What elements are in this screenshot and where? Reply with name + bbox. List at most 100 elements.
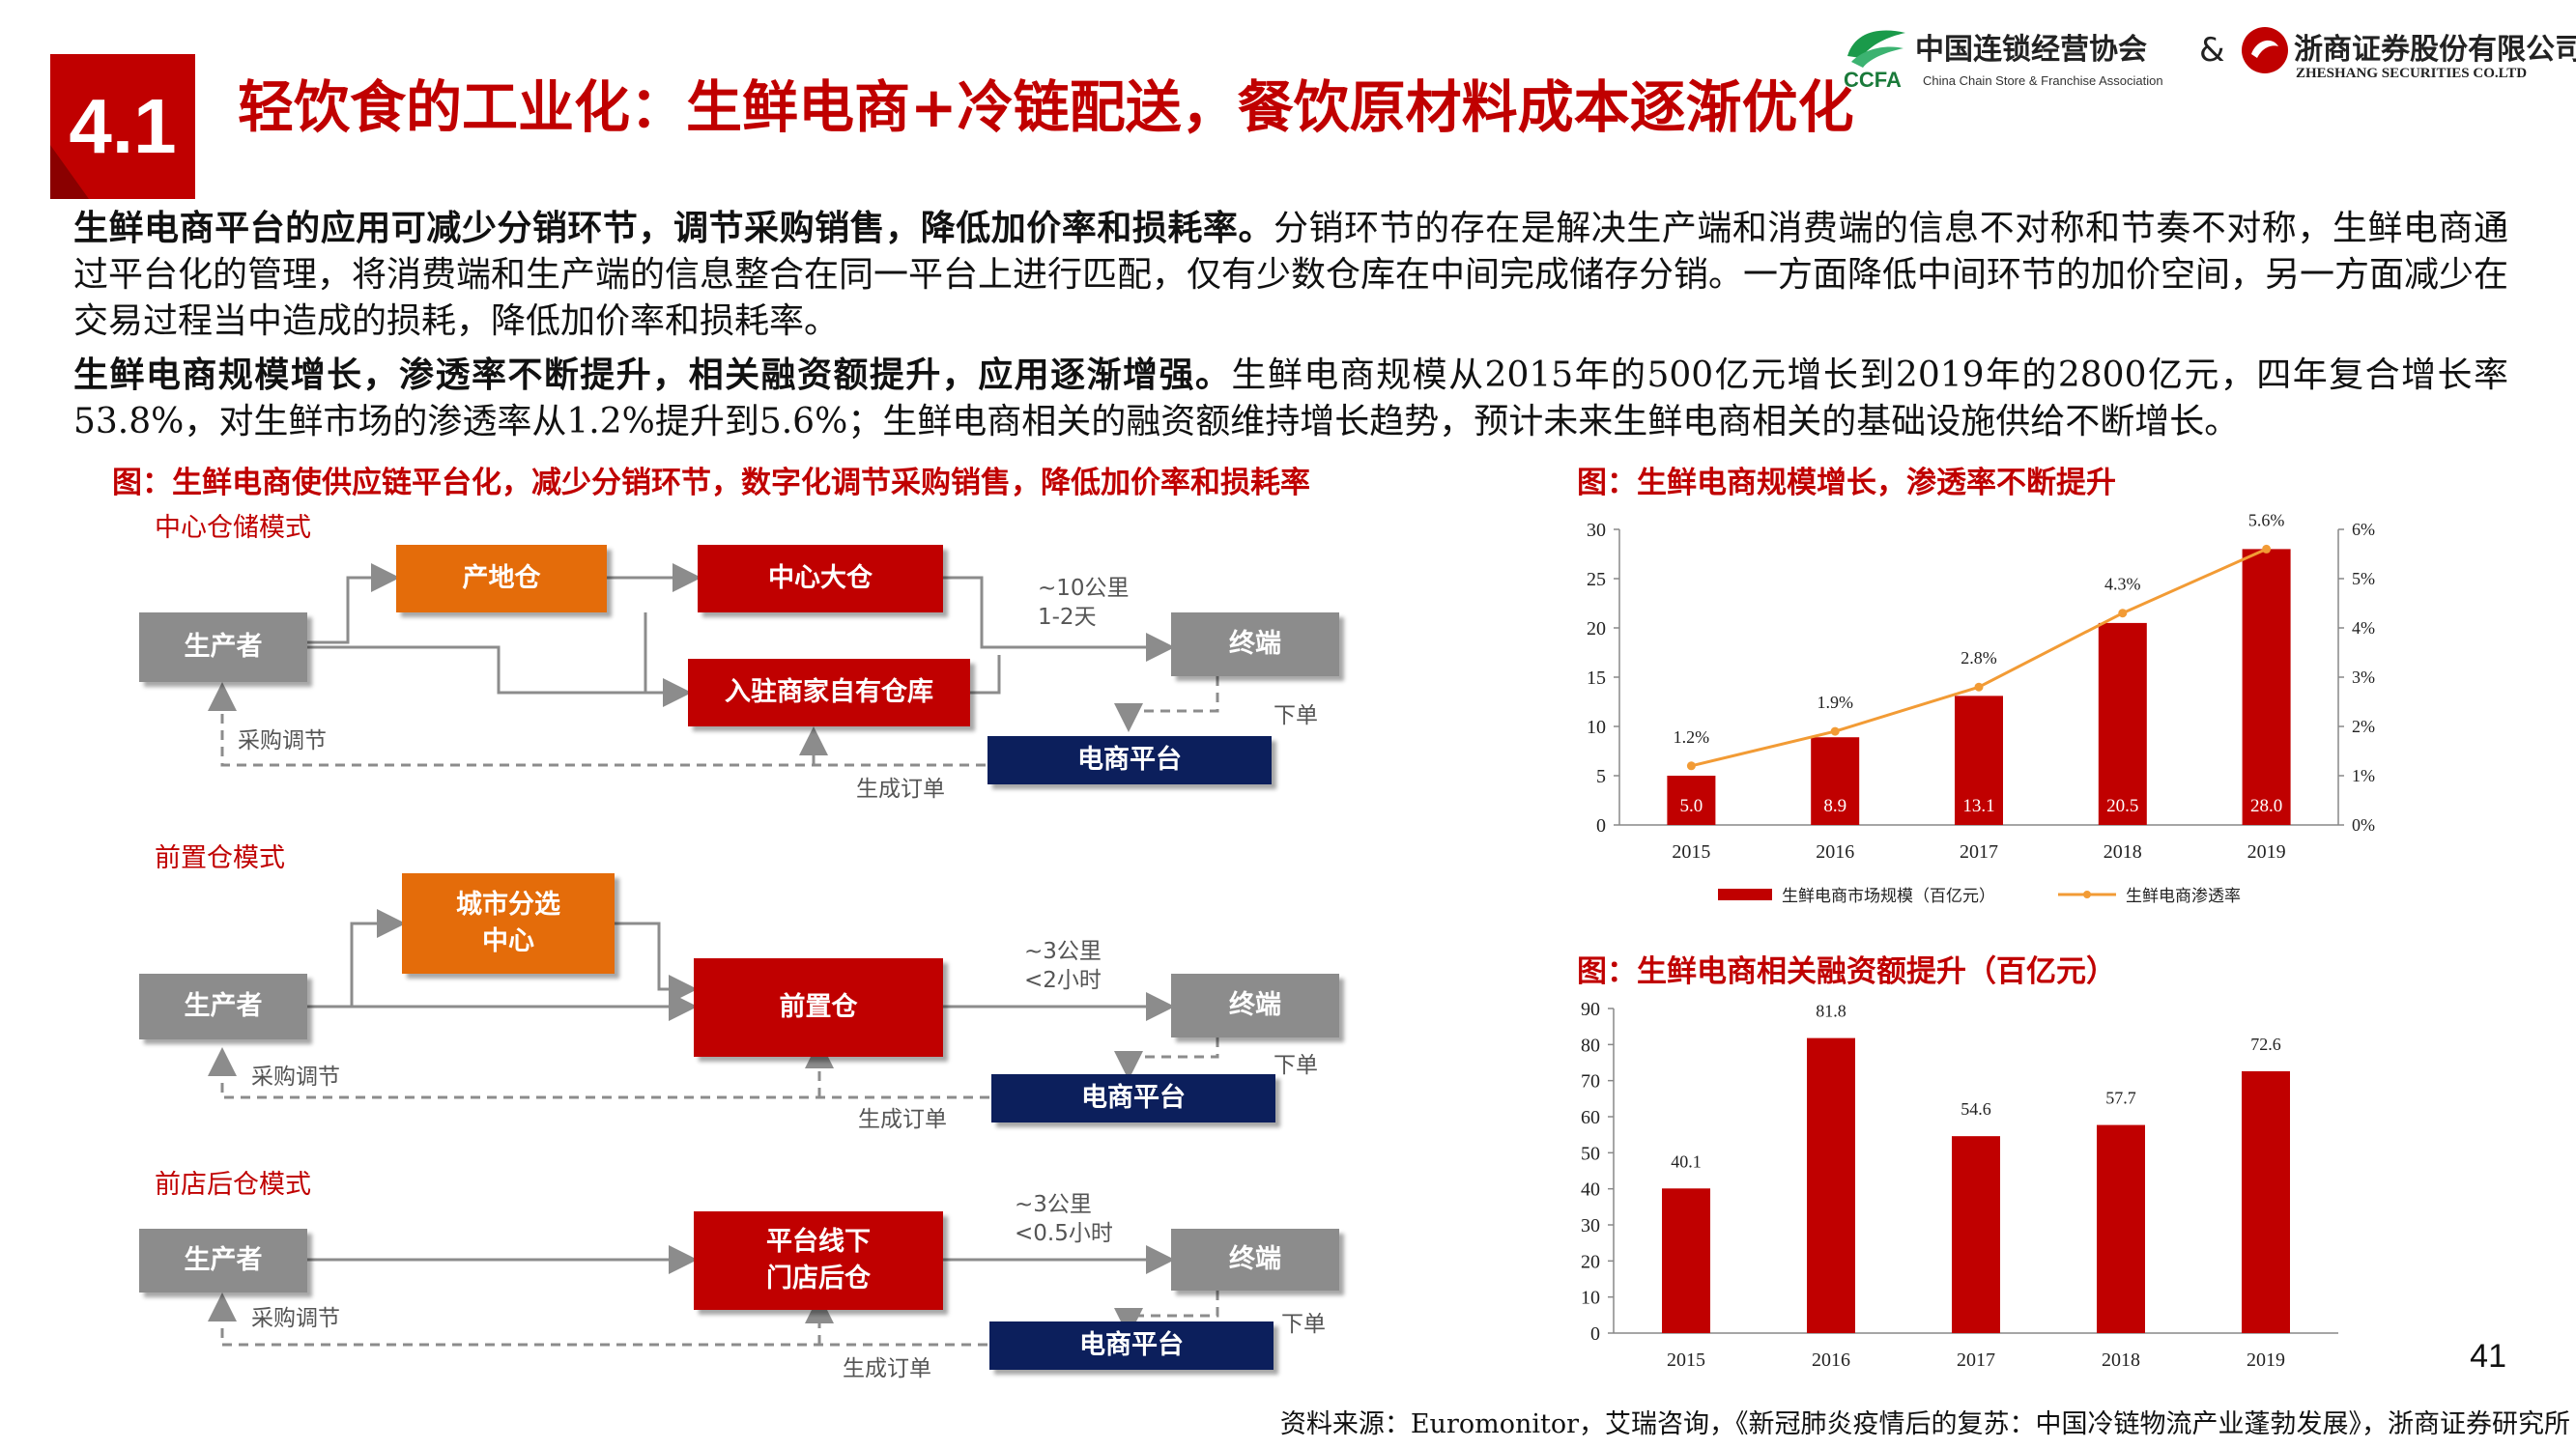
chart1-bar-label: 5.0 xyxy=(1680,796,1703,816)
mode1-producer-box: 生产者 xyxy=(139,612,307,682)
page-title: 轻饮食的工业化：生鲜电商+冷链配送，餐饮原材料成本逐渐优化 xyxy=(238,74,1854,140)
chart1-line-label: 4.3% xyxy=(2104,575,2141,594)
chart1-y2-tick-label: 1% xyxy=(2352,766,2375,785)
chart1-y-tick-label: 30 xyxy=(1587,520,1606,541)
chart1-bar-label: 8.9 xyxy=(1823,796,1846,816)
chart2-x-tick-label: 2015 xyxy=(1667,1350,1705,1371)
chart1-title: 图：生鲜电商规模增长，渗透率不断提升 xyxy=(1577,466,2116,500)
chart1-line-label: 2.8% xyxy=(1961,648,1997,668)
chart2-x-tick-label: 2019 xyxy=(2247,1350,2285,1371)
mode2-front-warehouse-box: 前置仓 xyxy=(694,958,943,1057)
mode3-time-label: <0.5小时 xyxy=(1015,1221,1113,1246)
ccfa-abbr: CCFA xyxy=(1844,68,1902,92)
ccfa-name-cn: 中国连锁经营协会 xyxy=(1915,33,2147,67)
chart1-y-tick-label: 25 xyxy=(1587,569,1606,590)
chart2-y-tick-label: 50 xyxy=(1581,1143,1600,1164)
mode2-city-center-box: 城市分选 中心 xyxy=(402,873,615,974)
chart1-y-tick-label: 20 xyxy=(1587,618,1606,639)
chart1-y-tick-label: 10 xyxy=(1587,717,1606,738)
mode1-title: 中心仓储模式 xyxy=(155,513,311,543)
chart2-y-tick-label: 20 xyxy=(1581,1251,1600,1272)
chart2-x-tick-label: 2018 xyxy=(2102,1350,2140,1371)
chart2-bar-label: 54.6 xyxy=(1961,1099,1991,1119)
paragraph-1-body: 分销环节的存在是解决生产端和消费端的信息不对称和节奏不对称，生鲜电商通过平台化的… xyxy=(73,209,2509,341)
mode1-distance-label: ~10公里 xyxy=(1038,576,1130,601)
mode3-order-label: 下单 xyxy=(1281,1312,1326,1337)
chart1-bar xyxy=(1811,737,1860,825)
chart1-x-tick-label: 2017 xyxy=(1960,841,1998,863)
mode2-time-label: <2小时 xyxy=(1024,968,1102,993)
mode3-title: 前店后仓模式 xyxy=(155,1170,311,1200)
chart1-market-size-penetration: 0 5 10 15 20 25 30 0% 1% 2% 3% 4% 5% 6% 5.0 2015 8.9 2016… xyxy=(1587,510,2375,905)
chart1-line-point xyxy=(1830,726,1840,736)
mode2-producer-box: 生产者 xyxy=(139,974,307,1039)
chart1-line-label: 1.2% xyxy=(1674,727,1710,747)
chart2-y-tick-label: 30 xyxy=(1581,1215,1600,1236)
chart1-legend-line-label: 生鲜电商渗透率 xyxy=(2126,887,2241,905)
zheshang-name-en: ZHESHANG SECURITIES CO.LTD xyxy=(2296,66,2528,81)
chart1-y2-tick-label: 5% xyxy=(2352,569,2375,588)
chart1-y-tick-label: 0 xyxy=(1596,815,1606,837)
mode1-merchant-warehouse-box: 入驻商家自有仓库 xyxy=(688,659,970,726)
chart1-line-point xyxy=(2118,609,2128,618)
chart2-y-tick-label: 80 xyxy=(1581,1035,1600,1056)
chart2-x-tick-label: 2016 xyxy=(1812,1350,1850,1371)
chart2-bar xyxy=(2242,1070,2290,1333)
mode1-time-label: 1-2天 xyxy=(1038,605,1097,630)
chart2-financing-amount: 0 10 20 30 40 50 60 70 80 90 40.1 2015 81.8 2016 54.6 2… xyxy=(1581,999,2338,1371)
mode1-order-label: 下单 xyxy=(1274,703,1318,728)
chart2-y-tick-label: 70 xyxy=(1581,1071,1600,1093)
chart2-y-tick-label: 90 xyxy=(1581,999,1600,1020)
section-number: 4.1 xyxy=(69,83,177,169)
section-number-badge: 4.1 xyxy=(50,54,195,199)
mode2-purchase-label: 采购调节 xyxy=(251,1065,340,1090)
chart1-bar xyxy=(2242,549,2291,825)
paragraph-1-lead: 生鲜电商平台的应用可减少分销环节，调节采购销售，降低加价率和损耗率。 xyxy=(73,208,1274,248)
mode3-distance-label: ~3公里 xyxy=(1015,1192,1092,1217)
mode1-origin-warehouse-box: 产地仓 xyxy=(396,545,607,612)
ccfa-logo: 中国连锁经营协会 CCFA China Chain Store & Franch… xyxy=(1842,21,2209,92)
badge-corner xyxy=(50,145,89,199)
zheshang-name-cn: 浙商证券股份有限公司 xyxy=(2294,33,2576,67)
diagram-title: 图：生鲜电商使供应链平台化，减少分销环节，数字化调节采购销售，降低加价率和损耗率 xyxy=(112,466,1310,500)
chart2-bar xyxy=(2097,1124,2145,1333)
mode1-terminal-box: 终端 xyxy=(1171,612,1339,676)
source-note: 资料来源：Euromonitor，艾瑞咨询，《新冠肺炎疫情后的复苏：中国冷链物流… xyxy=(1279,1409,2570,1439)
chart1-x-tick-label: 2019 xyxy=(2247,841,2286,863)
mode1-generate-label: 生成订单 xyxy=(856,777,945,802)
chart1-bar-label: 28.0 xyxy=(2250,796,2282,816)
chart2-y-tick-label: 0 xyxy=(1590,1323,1600,1345)
mode3-terminal-box: 终端 xyxy=(1171,1229,1339,1291)
chart2-bar-label: 57.7 xyxy=(2105,1089,2136,1108)
chart2-y-tick-label: 40 xyxy=(1581,1179,1600,1201)
chart1-y-tick-label: 15 xyxy=(1587,668,1606,689)
ccfa-leaf-icon xyxy=(1847,30,1905,68)
chart1-y-tick-label: 5 xyxy=(1596,766,1606,787)
chart1-y2-tick-label: 2% xyxy=(2352,717,2375,736)
mode2-terminal-box: 终端 xyxy=(1171,974,1339,1037)
chart1-x-tick-label: 2016 xyxy=(1816,841,1854,863)
mode2-distance-label: ~3公里 xyxy=(1024,939,1102,964)
chart1-bar xyxy=(1955,696,2003,825)
chart1-bar-label: 20.5 xyxy=(2106,796,2138,816)
chart1-legend-bar-swatch xyxy=(1718,889,1772,900)
paragraph-2: 生鲜电商规模增长，渗透率不断提升，相关融资额提升，应用逐渐增强。生鲜电商规模从2… xyxy=(73,352,2508,445)
chart1-line-point xyxy=(1974,682,1984,692)
chart2-x-tick-label: 2017 xyxy=(1957,1350,1995,1371)
chart1-line-point xyxy=(1686,761,1696,771)
chart1-y2-tick-label: 0% xyxy=(2352,815,2375,835)
ccfa-name-en: China Chain Store & Franchise Associatio… xyxy=(1923,73,2163,88)
zheshang-logo: 浙商证券股份有限公司 ZHESHANG SECURITIES CO.LTD xyxy=(2240,21,2576,89)
chart1-y2-tick-label: 3% xyxy=(2352,668,2375,687)
mode1-platform-box: 电商平台 xyxy=(987,736,1272,784)
chart2-bar-label: 72.6 xyxy=(2250,1035,2281,1054)
paragraph-2-lead: 生鲜电商规模增长，渗透率不断提升，相关融资额提升，应用逐渐增强。 xyxy=(73,355,1232,395)
mode3-platform-box: 电商平台 xyxy=(989,1321,1274,1370)
chart2-bar-label: 81.8 xyxy=(1816,1002,1846,1021)
chart1-bar xyxy=(1667,776,1716,825)
ampersand: & xyxy=(2199,31,2225,70)
chart1-line-label: 5.6% xyxy=(2248,510,2285,529)
paragraph-1: 生鲜电商平台的应用可减少分销环节，调节采购销售，降低加价率和损耗率。分销环节的存… xyxy=(73,205,2508,345)
mode1-purchase-label: 采购调节 xyxy=(238,728,327,753)
chart2-title: 图：生鲜电商相关融资额提升（百亿元） xyxy=(1577,954,2116,989)
